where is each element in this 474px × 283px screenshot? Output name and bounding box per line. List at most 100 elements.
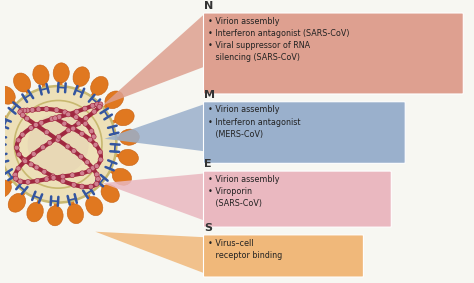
Polygon shape [95,232,204,273]
Circle shape [83,121,88,126]
Ellipse shape [0,103,4,120]
Ellipse shape [115,109,134,126]
Circle shape [54,108,59,113]
Ellipse shape [119,129,139,145]
Ellipse shape [27,202,43,222]
Circle shape [91,134,96,139]
Polygon shape [102,173,204,220]
Ellipse shape [13,73,31,92]
Circle shape [20,113,25,117]
Ellipse shape [0,163,1,180]
Circle shape [34,165,39,170]
Circle shape [44,106,49,112]
Polygon shape [102,14,204,106]
Circle shape [73,115,79,120]
Circle shape [85,160,90,165]
Circle shape [80,171,85,176]
Text: E: E [204,159,212,169]
Circle shape [20,132,25,137]
Circle shape [88,137,93,142]
Circle shape [65,144,70,149]
Text: N: N [204,1,214,11]
Ellipse shape [73,67,90,86]
Ellipse shape [67,204,83,224]
Circle shape [79,154,83,159]
Circle shape [42,169,47,174]
Ellipse shape [8,193,26,212]
Circle shape [98,102,103,107]
Circle shape [25,116,29,121]
Circle shape [44,177,49,182]
Circle shape [95,177,100,181]
Ellipse shape [53,63,69,83]
Circle shape [93,142,98,147]
Circle shape [16,166,21,171]
Circle shape [90,103,95,108]
Circle shape [35,178,40,183]
Circle shape [44,130,49,135]
Circle shape [74,109,79,114]
Text: • Virion assembly
• Interferon antagonist (SARS-CoV)
• Viral suppressor of RNA
 : • Virion assembly • Interferon antagonis… [208,17,350,62]
Circle shape [60,174,65,179]
Circle shape [16,138,21,143]
Ellipse shape [101,185,119,202]
Circle shape [83,116,88,121]
FancyBboxPatch shape [203,102,405,163]
Ellipse shape [0,86,15,104]
Text: • Virus–cell
   receptor binding: • Virus–cell receptor binding [208,239,283,260]
Circle shape [98,157,103,162]
Ellipse shape [118,149,138,166]
Circle shape [13,172,18,177]
Ellipse shape [47,206,63,226]
Circle shape [18,108,24,113]
Ellipse shape [86,197,103,216]
Circle shape [0,86,117,203]
Text: M: M [204,90,216,100]
Circle shape [79,184,84,189]
Circle shape [17,152,21,157]
Circle shape [14,145,19,150]
Circle shape [71,182,76,187]
Circle shape [71,126,76,131]
Circle shape [72,149,76,154]
FancyBboxPatch shape [203,13,463,94]
Circle shape [22,108,27,113]
Circle shape [98,150,102,155]
Circle shape [70,173,75,178]
Circle shape [39,120,44,125]
Circle shape [62,121,67,126]
Circle shape [51,175,56,180]
Ellipse shape [33,65,49,85]
Circle shape [22,157,27,162]
Circle shape [66,112,71,117]
Circle shape [50,174,55,179]
Circle shape [31,151,36,156]
Circle shape [26,179,30,185]
Circle shape [94,164,99,169]
Circle shape [36,107,41,112]
Circle shape [92,109,97,114]
Ellipse shape [105,91,123,109]
Text: • Virion assembly
• Viroporin
   (SARS-CoV): • Virion assembly • Viroporin (SARS-CoV) [208,175,280,208]
Ellipse shape [112,168,131,185]
Circle shape [27,114,89,175]
Circle shape [13,176,18,181]
Circle shape [55,137,60,142]
Circle shape [60,179,65,183]
Circle shape [23,159,27,164]
Circle shape [97,104,102,109]
Circle shape [95,102,100,107]
Circle shape [66,128,71,133]
Circle shape [87,168,91,173]
Circle shape [57,114,62,119]
Text: • Virion assembly
• Interferon antagonist
   (MERS-CoV): • Virion assembly • Interferon antagonis… [208,106,301,139]
Text: S: S [204,223,212,233]
Circle shape [82,106,88,111]
Circle shape [33,123,38,127]
Circle shape [47,140,52,145]
FancyBboxPatch shape [203,171,391,227]
Circle shape [49,117,55,121]
Circle shape [63,110,67,115]
Circle shape [53,116,58,121]
Circle shape [80,131,84,136]
